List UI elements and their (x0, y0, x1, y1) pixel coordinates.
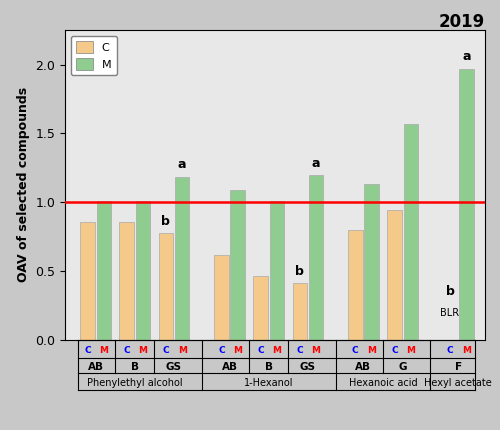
Text: b: b (162, 215, 170, 227)
Bar (404, 124, 418, 340)
Y-axis label: OAV of selected compounds: OAV of selected compounds (16, 87, 30, 283)
Text: AB: AB (356, 362, 372, 372)
Text: Phenylethyl alcohol: Phenylethyl alcohol (87, 378, 182, 388)
Bar (96, 201, 111, 340)
Text: 2019: 2019 (439, 13, 485, 31)
Text: B: B (264, 362, 272, 372)
Text: B: B (131, 362, 139, 372)
Text: C: C (391, 346, 398, 354)
Text: GS: GS (300, 362, 316, 372)
Text: Hexanoic acid: Hexanoic acid (348, 378, 418, 388)
Text: M: M (138, 346, 147, 354)
Bar (158, 233, 173, 340)
Bar (214, 255, 228, 340)
Text: M: M (233, 346, 242, 354)
Text: C: C (218, 346, 224, 354)
Bar (292, 283, 307, 340)
Text: M: M (462, 346, 471, 354)
Bar (230, 190, 245, 340)
Text: GS: GS (166, 362, 182, 372)
Text: AB: AB (88, 362, 104, 372)
Text: a: a (462, 50, 470, 63)
Bar (254, 276, 268, 340)
Bar (348, 230, 362, 340)
Text: b: b (296, 265, 304, 278)
Legend: C, M: C, M (70, 36, 117, 75)
Text: a: a (312, 157, 320, 170)
Text: F: F (454, 362, 462, 372)
Text: AB: AB (222, 362, 238, 372)
Text: BLR: BLR (440, 308, 460, 318)
Text: M: M (312, 346, 320, 354)
Text: C: C (257, 346, 264, 354)
Bar (136, 201, 150, 340)
Text: C: C (296, 346, 303, 354)
Text: Hexyl acetate: Hexyl acetate (424, 378, 492, 388)
Text: M: M (100, 346, 108, 354)
Bar (364, 184, 379, 340)
Text: b: b (446, 286, 454, 298)
Text: M: M (178, 346, 186, 354)
Text: 1-Hexanol: 1-Hexanol (244, 378, 294, 388)
Text: M: M (406, 346, 416, 354)
Bar (270, 201, 284, 340)
Bar (120, 222, 134, 340)
Bar (459, 69, 473, 340)
Text: M: M (272, 346, 281, 354)
Text: M: M (367, 346, 376, 354)
Bar (175, 177, 190, 340)
Text: C: C (84, 346, 91, 354)
Bar (387, 210, 402, 340)
Text: C: C (446, 346, 454, 354)
Bar (80, 222, 94, 340)
Text: C: C (124, 346, 130, 354)
Bar (309, 175, 324, 340)
Text: G: G (398, 362, 407, 372)
Text: C: C (352, 346, 358, 354)
Text: a: a (178, 158, 186, 171)
Text: C: C (162, 346, 169, 354)
